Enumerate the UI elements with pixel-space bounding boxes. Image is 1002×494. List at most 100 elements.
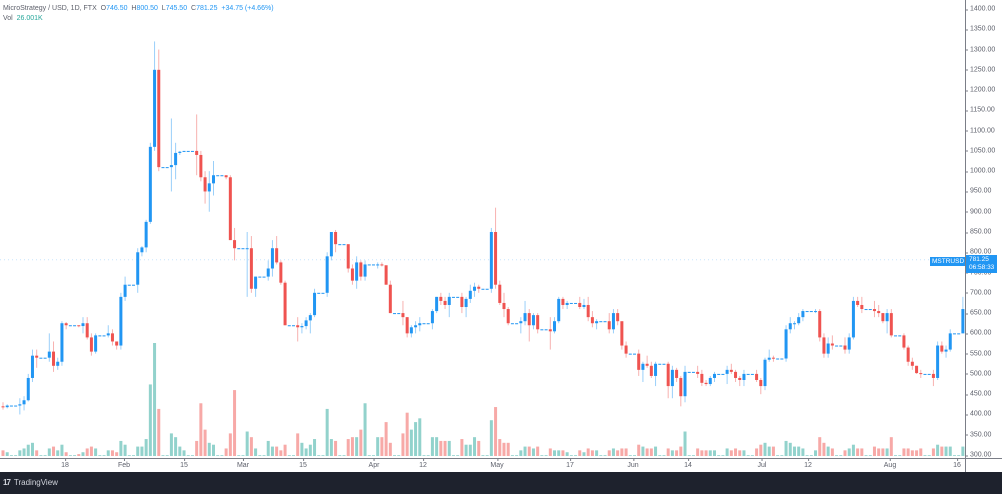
volume-bar	[409, 429, 413, 456]
candle	[919, 373, 923, 375]
tradingview-brand[interactable]: 17 TradingView	[3, 478, 58, 487]
volume-bar	[22, 448, 26, 456]
volume-bar	[94, 448, 98, 456]
candle	[430, 311, 434, 324]
volume-bar	[388, 442, 392, 456]
symbol-title[interactable]: MicroStrategy / USD, 1D, FTX	[3, 5, 97, 12]
price-tick: 1000.00	[964, 167, 996, 175]
volume-bar	[355, 437, 359, 456]
candle	[5, 405, 9, 408]
candle	[418, 323, 422, 326]
volume-bar	[380, 437, 384, 456]
last-price-label: 781.25 06:58:33	[966, 255, 998, 273]
volume-bar	[931, 448, 935, 456]
candle	[300, 326, 304, 328]
candle	[119, 296, 123, 346]
price-tick: 650.00	[964, 309, 992, 317]
volume-bar	[430, 437, 434, 456]
volume-bar	[359, 429, 363, 456]
volume-bar	[477, 440, 481, 456]
candle	[473, 286, 477, 291]
volume-bar	[123, 444, 127, 456]
candle	[582, 304, 586, 308]
candle	[830, 343, 834, 346]
symbol-price-tag: MSTRUSD	[930, 257, 967, 266]
candle	[662, 363, 666, 365]
candle	[540, 329, 544, 331]
price-axis[interactable]: 1400.00 1350.00 1300.00 1250.00 1200.00 1150.…	[964, 0, 1002, 459]
candle	[464, 298, 468, 308]
candle	[553, 321, 557, 332]
candle	[670, 369, 674, 387]
candle	[43, 357, 47, 359]
price-tick: 1300.00	[964, 46, 996, 54]
candle	[81, 323, 85, 327]
volume-bar	[464, 444, 468, 456]
candle	[839, 345, 843, 347]
candle	[843, 345, 847, 350]
candle	[952, 333, 956, 335]
volume-bar	[578, 450, 582, 456]
volume-bar	[906, 448, 910, 456]
candle	[245, 248, 249, 250]
volume-bar	[110, 450, 114, 456]
volume-bar	[910, 450, 914, 456]
time-axis[interactable]: 18 Feb 15 Mar 15 Apr 12 May 17 Jun 14 Jul 12 Aug 16	[0, 458, 965, 473]
volume-bar	[304, 448, 308, 456]
candle	[616, 313, 620, 322]
candle	[536, 315, 540, 330]
volume-bar	[350, 437, 354, 456]
candle	[515, 323, 519, 325]
volume-bar	[755, 448, 759, 456]
candle	[199, 154, 203, 178]
volume-bar	[325, 408, 329, 456]
volume-bar	[712, 450, 716, 456]
candle	[679, 377, 683, 397]
candle	[262, 276, 266, 278]
candle	[590, 317, 594, 324]
candle	[687, 371, 691, 373]
candle	[376, 264, 380, 266]
volume-bar	[797, 446, 801, 456]
candle	[102, 335, 106, 337]
candle	[712, 373, 716, 378]
volume-bar	[494, 407, 498, 456]
candle	[77, 325, 81, 327]
candle	[178, 151, 182, 153]
candlestick-chart[interactable]	[0, 0, 965, 458]
candle	[603, 321, 607, 323]
time-tick: 14	[684, 458, 692, 469]
candle	[435, 296, 439, 312]
volume-bar	[439, 440, 443, 456]
volume-bar	[784, 440, 788, 456]
volume-bar	[586, 448, 590, 456]
candle	[14, 405, 18, 407]
volume-bar	[826, 446, 830, 456]
candle	[527, 313, 531, 326]
low-value: 745.50	[165, 5, 188, 12]
candle	[98, 335, 102, 337]
chart-pane[interactable]: MicroStrategy / USD, 1D, FTX O746.50 H80…	[0, 0, 967, 458]
volume-bar	[616, 450, 620, 456]
price-tick: 1400.00	[964, 5, 996, 13]
close-value: 781.25	[196, 5, 218, 12]
candle	[397, 313, 401, 315]
candle	[296, 325, 300, 328]
volume-bar	[877, 448, 881, 456]
candle	[847, 337, 851, 350]
candle	[94, 335, 98, 352]
volume-bar	[275, 446, 279, 456]
candle	[182, 150, 186, 152]
candle	[18, 404, 22, 406]
candle	[161, 167, 165, 169]
candle	[931, 373, 935, 378]
candle	[371, 264, 375, 266]
volume-bar	[801, 448, 805, 456]
candle	[174, 152, 178, 166]
price-tick: 1250.00	[964, 66, 996, 74]
candle	[220, 175, 224, 177]
candle	[35, 355, 39, 358]
volume-bar	[814, 450, 818, 456]
price-tick: 500.00	[964, 370, 992, 378]
candle	[426, 323, 430, 325]
